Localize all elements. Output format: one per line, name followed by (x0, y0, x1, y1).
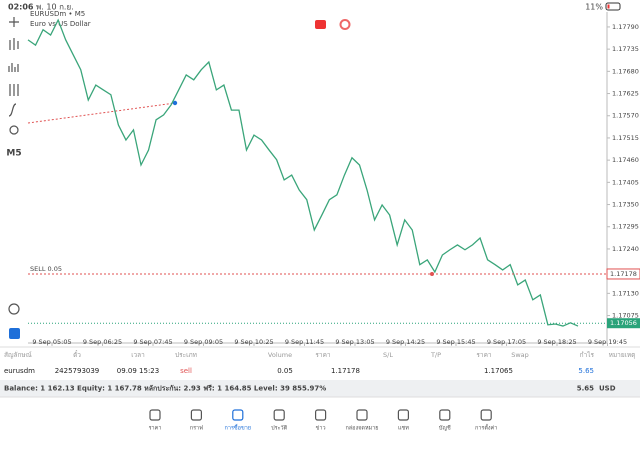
y-tick-label: 1.17680 (612, 67, 639, 75)
x-tick-label: 9 Sep 10:25 (234, 338, 273, 346)
sell-entry (430, 271, 434, 276)
nav-icon[interactable] (190, 409, 202, 421)
y-tick-label: 1.17515 (612, 134, 639, 142)
x-tick-label: 9 Sep 11:45 (285, 338, 324, 346)
nav-label[interactable]: ประวัติ (271, 425, 287, 432)
trend-anchor[interactable] (172, 100, 178, 106)
cell[interactable]: 09.09 15:23 (117, 367, 159, 375)
cell[interactable]: sell (180, 367, 192, 375)
nav-label[interactable]: บัญชี (439, 425, 451, 432)
cell[interactable]: 1.17065 (484, 367, 513, 375)
crosshair-icon[interactable] (9, 17, 19, 27)
nav-label[interactable]: แชท (398, 425, 409, 432)
nav-icon[interactable] (480, 409, 492, 421)
currency: USD (599, 385, 616, 393)
column-header: ราคา (315, 351, 330, 359)
column-header: Swap (511, 351, 529, 359)
timeframe[interactable]: M5 (6, 149, 21, 159)
function-icon[interactable] (8, 103, 17, 117)
cell[interactable]: 0.05 (277, 367, 293, 375)
nav-icon[interactable] (397, 409, 409, 421)
nav-label[interactable]: การซื้อขาย (225, 424, 251, 432)
sell-price-box (606, 268, 640, 280)
nav-icon[interactable] (315, 409, 327, 421)
x-tick-label: 9 Sep 17:05 (487, 338, 526, 346)
chart-type-icon[interactable] (9, 38, 19, 50)
column-header: S/L (383, 351, 393, 359)
cell[interactable]: eurusdm (4, 367, 35, 375)
column-header: สัญลักษณ์ (4, 351, 32, 359)
status-date: พ. 10 ก.ย. (36, 3, 74, 12)
sell-price: 1.17178 (610, 270, 637, 278)
y-tick-label: 1.17240 (612, 245, 639, 253)
y-tick-label: 1.17735 (612, 45, 639, 53)
price-line (27, 18, 579, 327)
y-tick-label: 1.17295 (612, 223, 639, 231)
nav-label[interactable]: ราคา (149, 426, 162, 432)
objects-icon[interactable] (9, 125, 19, 135)
history-icon[interactable] (8, 303, 20, 315)
column-header: หมายเหตุ (609, 351, 636, 359)
y-tick-label: 1.17405 (612, 178, 639, 186)
trend-line[interactable] (27, 102, 176, 124)
balance-bar (0, 380, 640, 397)
x-tick-label: 9 Sep 15:45 (436, 338, 475, 346)
x-tick-label: 9 Sep 09:05 (184, 338, 223, 346)
column-header: Volume (268, 351, 292, 359)
nav-label[interactable]: กราฟ (190, 425, 203, 432)
y-tick-label: 1.17625 (612, 90, 639, 98)
settings-icon[interactable] (9, 84, 19, 96)
x-tick-label: 9 Sep 05:05 (32, 338, 71, 346)
flag-icon[interactable] (315, 20, 326, 29)
y-tick-label: 1.17350 (612, 201, 639, 209)
column-header: ตั๋ว (73, 350, 81, 359)
battery: 11% (585, 3, 603, 12)
y-tick-label: 1.17570 (612, 112, 639, 120)
x-tick-label: 9 Sep 13:05 (335, 338, 374, 346)
y-tick-label: 1.17790 (612, 23, 639, 31)
nav-label[interactable]: การตั้งค่า (475, 424, 497, 432)
cell[interactable]: 1.17178 (331, 367, 360, 375)
column-header: กำไร (580, 351, 595, 359)
cell[interactable]: 2425793039 (55, 367, 100, 375)
column-header: T/P (430, 351, 441, 359)
chart-subtitle: Euro vs US Dollar (30, 20, 91, 28)
y-tick-label: 1.17130 (612, 289, 639, 297)
bid-price-box (607, 318, 640, 329)
battery-icon (605, 2, 621, 11)
x-tick-label: 9 Sep 07:45 (133, 338, 172, 346)
x-tick-label: 9 Sep 14:25 (386, 338, 425, 346)
nav-icon[interactable] (149, 409, 161, 421)
y-tick-label: 1.17460 (612, 156, 639, 164)
x-tick-label: 9 Sep 06:25 (83, 338, 122, 346)
sell-label: SELL 0.05 (30, 265, 62, 273)
cell[interactable]: 5.65 (578, 367, 594, 375)
column-header: ราคา (476, 351, 491, 359)
bid-price: 1.17056 (610, 319, 637, 327)
nav-icon[interactable] (273, 409, 285, 421)
nav-icon[interactable] (439, 409, 451, 421)
nav-icon[interactable] (232, 409, 244, 421)
nav-icon[interactable] (356, 409, 368, 421)
total-profit: 5.65 (577, 385, 594, 393)
status-time: 02:06 (8, 3, 34, 12)
x-tick-label: 9 Sep 19:45 (588, 338, 627, 346)
indicators-icon[interactable] (8, 63, 19, 72)
column-header: ประเภท (175, 351, 197, 359)
chart-title: EURUSDm • M5 (30, 10, 85, 18)
x-tick-label: 9 Sep 18:25 (537, 338, 576, 346)
signal-icon[interactable] (339, 19, 351, 30)
y-tick-label: 1.17075 (612, 312, 639, 320)
nav-label[interactable]: กล่องจดหมาย (345, 426, 378, 432)
nav-label[interactable]: ข่าว (316, 426, 326, 432)
app-icon[interactable] (9, 328, 20, 339)
column-header: เวลา (131, 351, 145, 359)
battery-level (607, 4, 610, 9)
balance-text: Balance: 1 162.13 Equity: 1 167.78 หลักป… (4, 385, 326, 393)
